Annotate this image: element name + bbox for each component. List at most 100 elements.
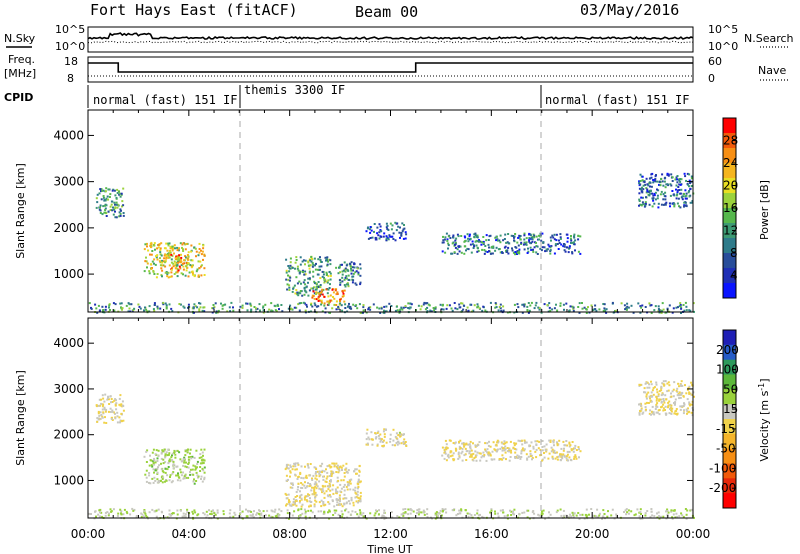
velocity-echo-cell — [345, 462, 348, 465]
velocity-echo-cell — [301, 512, 304, 515]
velocity-echo-cell — [291, 514, 294, 517]
power-echo-cell — [176, 246, 179, 249]
power-echo-cell — [564, 250, 567, 253]
power-echo-cell — [398, 311, 401, 314]
power-echo-cell — [671, 180, 674, 182]
velocity-echo-cell — [111, 409, 114, 412]
power-echo-cell — [317, 300, 320, 302]
power-echo-cell — [378, 231, 381, 234]
power-echo-cell — [168, 303, 171, 306]
velocity-echo-cell — [111, 401, 114, 403]
power-echo-cell — [194, 305, 197, 308]
velocity-echo-cell — [175, 474, 178, 477]
velocity-echo-cell — [313, 503, 316, 506]
velocity-echo-cell — [202, 462, 205, 464]
velocity-echo-cell — [191, 510, 194, 513]
velocity-echo-cell — [338, 502, 341, 505]
power-echo-cell — [334, 289, 337, 292]
power-echo-cell — [190, 266, 193, 269]
cpid-segment-2: themis 3300 IF — [244, 83, 345, 97]
power-echo-cell — [319, 259, 322, 262]
velocity-echo-cell — [295, 491, 298, 493]
velocity-echo-cell — [342, 464, 345, 467]
power-echo-cell — [513, 303, 516, 306]
power-echo-cell — [199, 260, 202, 263]
velocity-echo-cell — [531, 511, 534, 514]
power-echo-cell — [595, 309, 598, 312]
velocity-echo-cell — [162, 476, 165, 479]
velocity-echo-cell — [318, 487, 321, 490]
velocity-echo-cell — [655, 405, 658, 408]
power-echo-cell — [367, 237, 370, 240]
velocity-echo-cell — [103, 400, 106, 403]
power-echo-cell — [319, 293, 322, 295]
velocity-echo-cell — [493, 458, 496, 461]
power-echo-cell — [681, 198, 684, 201]
velocity-echo-cell — [359, 491, 362, 494]
velocity-echo-cell — [491, 458, 494, 461]
power-echo-cell — [563, 243, 566, 246]
power-echo-cell — [121, 307, 124, 310]
velocity-echo-cell — [331, 488, 334, 491]
velocity-echo-cell — [187, 476, 190, 479]
power-echo-cell — [535, 235, 538, 238]
velocity-echo-cell — [97, 418, 100, 421]
velocity-echo-cell — [639, 511, 642, 514]
velocity-echo-cell — [658, 515, 660, 518]
velocity-echo-cell — [417, 513, 420, 516]
power-echo-cell — [541, 246, 544, 249]
velocity-echo-cell — [294, 462, 297, 465]
velocity-echo-cell — [679, 408, 682, 411]
power-echo-cell — [246, 302, 249, 305]
velocity-echo-cell — [193, 482, 196, 485]
velocity-echo-cell — [250, 510, 253, 513]
velocity-echo-cell — [189, 471, 191, 473]
velocity-echo-cell — [310, 500, 313, 503]
velocity-echo-cell — [210, 510, 213, 513]
power-echo-cell — [678, 205, 680, 208]
power-echo-cell — [348, 302, 350, 305]
velocity-echo-cell — [468, 512, 471, 515]
velocity-echo-cell — [328, 482, 331, 485]
power-echo-cell — [452, 234, 455, 237]
power-echo-cell — [527, 311, 530, 314]
power-echo-cell — [572, 306, 575, 309]
power-echo-cell — [354, 282, 357, 285]
velocity-echo-cell — [186, 449, 189, 452]
power-echo-cell — [665, 183, 668, 186]
velocity-echo-cell — [314, 482, 317, 485]
velocity-echo-cell — [655, 381, 658, 384]
velocity-echo-cell — [349, 480, 352, 483]
velocity-echo-cell — [479, 459, 482, 462]
power-echo-cell — [116, 203, 119, 206]
velocity-echo-cell — [688, 392, 691, 395]
power-echo-cell — [120, 209, 122, 212]
velocity-echo-cell — [638, 413, 641, 416]
power-echo-cell — [684, 197, 687, 200]
power-echo-cell — [447, 235, 450, 238]
velocity-echo-cell — [184, 454, 187, 457]
velocity-echo-cell — [273, 510, 276, 513]
velocity-echo-cell — [370, 431, 373, 434]
velocity-echo-cell — [201, 459, 204, 462]
velocity-echo-cell — [287, 493, 290, 496]
power-echo-cell — [385, 305, 388, 308]
power-echo-cell — [262, 306, 265, 309]
velocity-echo-cell — [333, 465, 336, 468]
noise-left-tick-bottom: 10^0 — [55, 40, 85, 53]
velocity-echo-cell — [464, 447, 467, 450]
velocity-echo-cell — [108, 403, 111, 405]
velocity-echo-cell — [577, 512, 580, 514]
velocity-echo-cell — [650, 383, 653, 386]
velocity-echo-cell — [548, 511, 550, 514]
power-echo-cell — [669, 183, 672, 186]
power-echo-cell — [533, 236, 536, 239]
power-echo-cell — [499, 303, 502, 306]
power-echo-cell — [108, 196, 111, 198]
power-echo-cell — [679, 206, 682, 209]
velocity-echo-cell — [173, 464, 176, 467]
velocity-echo-cell — [508, 459, 511, 462]
velocity-echo-cell — [675, 408, 678, 410]
velocity-echo-cell — [303, 484, 306, 487]
power-echo-cell — [120, 192, 123, 195]
